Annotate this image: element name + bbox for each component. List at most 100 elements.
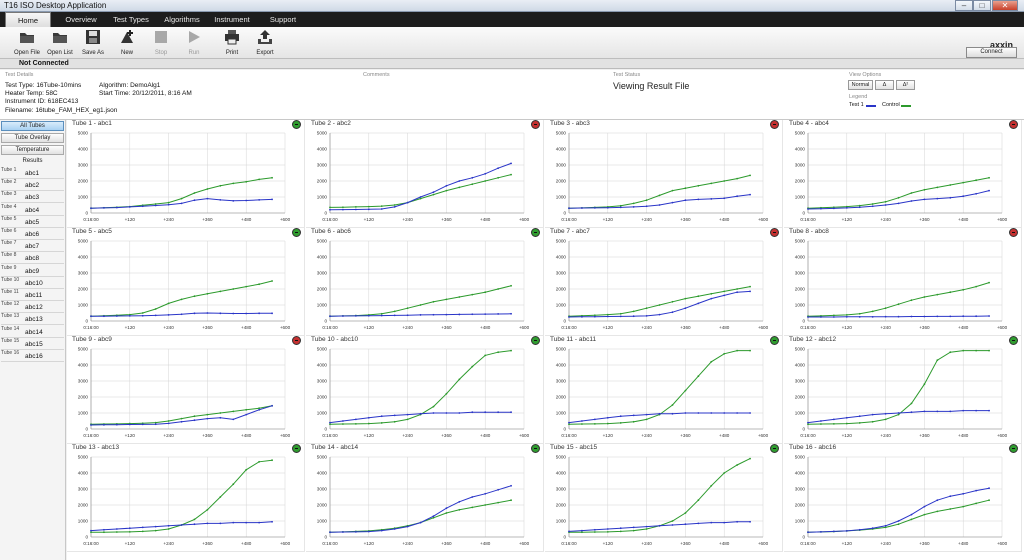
tube-chart-panel[interactable]: 0 1000 2000 3000 4000 5000 0:16:00 +120 +240 +360… (784, 228, 1022, 336)
tube-chart-panel[interactable]: 0 1000 2000 3000 4000 5000 0:16:00 +120 +240 +360… (306, 444, 544, 552)
sidebar-item-tube-5[interactable]: Tube 5 abc5 (1, 216, 64, 228)
sidebar-item-tube-10[interactable]: Tube 10 abc10 (1, 277, 64, 289)
stop-button[interactable]: Stop (147, 29, 175, 59)
sidebar-item-tube-7[interactable]: Tube 7 abc7 (1, 240, 64, 253)
test-data-point (471, 411, 474, 414)
sidebar-item-tube-13[interactable]: Tube 13 abc13 (1, 313, 64, 326)
sidebar-all-tubes[interactable]: All Tubes (1, 121, 64, 131)
window-title: T16 ISO Desktop Application (4, 1, 107, 10)
open-file-button[interactable]: Open File (13, 29, 41, 59)
test-data-point (697, 302, 700, 305)
tab-overview[interactable]: Overview (65, 15, 97, 24)
x-tick-label: +480 (241, 541, 252, 546)
sidebar-item-tube-6[interactable]: Tube 6 abc6 (1, 228, 64, 240)
tube-chart-panel[interactable]: 0 1000 2000 3000 4000 5000 0:16:00 +120 +240 +360… (784, 336, 1022, 444)
view-delta-button[interactable]: Δ (875, 80, 894, 90)
tab-support[interactable]: Support (269, 15, 297, 24)
maximize-button[interactable]: □ (973, 0, 991, 11)
control-data-point (593, 314, 596, 317)
minimize-button[interactable]: – (955, 0, 973, 11)
tube-chart-panel[interactable]: 0 1000 2000 3000 4000 5000 0:16:00 +120 +240 +360… (784, 120, 1022, 228)
test-data-point (710, 412, 713, 414)
sidebar-tube-overlay[interactable]: Tube Overlay (1, 133, 64, 143)
test-data-point (671, 412, 674, 415)
sidebar-item-tube-2[interactable]: Tube 2 abc2 (1, 179, 64, 192)
sidebar-temperature[interactable]: Temperature (1, 145, 64, 155)
sidebar-item-tube-9[interactable]: Tube 9 abc9 (1, 265, 64, 277)
y-tick-label: 1000 (556, 519, 567, 524)
sidebar-item-tube-16[interactable]: Tube 16 abc16 (1, 350, 64, 362)
connect-button[interactable]: Connect (966, 47, 1017, 58)
tube-chart-panel[interactable]: 0 1000 2000 3000 4000 5000 0:16:00 +120 +240 +360… (306, 228, 544, 336)
new-button[interactable]: New (113, 29, 141, 59)
tube-chart-panel[interactable]: 0 1000 2000 3000 4000 5000 0:16:00 +120 +240 +360… (67, 120, 305, 228)
export-button[interactable]: Export (251, 29, 279, 59)
test-data-point (497, 167, 500, 170)
sidebar-item-tube-12[interactable]: Tube 12 abc12 (1, 301, 64, 314)
view-delta2-button[interactable]: Δ² (896, 80, 915, 90)
test-data-point (115, 528, 118, 530)
tab-instrument[interactable]: Instrument (214, 15, 250, 24)
test-data-point (245, 521, 248, 524)
sidebar-tube-number: Tube 10 (1, 276, 20, 283)
control-data-point (393, 310, 396, 313)
test-data-point (910, 315, 913, 318)
tube-chart-panel[interactable]: 0 1000 2000 3000 4000 5000 0:16:00 +120 +240 +360… (67, 336, 305, 444)
control-data-point (432, 405, 435, 408)
tube-chart-panel[interactable]: 0 1000 2000 3000 4000 5000 0:16:00 +120 +240 +360… (545, 228, 783, 336)
open-list-button[interactable]: Open List (46, 29, 74, 59)
control-data-point (988, 499, 990, 502)
test-data-point (458, 412, 461, 414)
negative-result-icon (531, 120, 540, 129)
x-tick-label: +600 (997, 541, 1008, 546)
print-button[interactable]: Print (218, 29, 246, 59)
tube-chart-title: Tube 13 - abc13 (72, 444, 120, 451)
tube-chart-panel[interactable]: 0 1000 2000 3000 4000 5000 0:16:00 +120 +240 +360… (784, 444, 1022, 552)
sidebar-tube-name: abc4 (25, 206, 40, 214)
test-data-point (219, 522, 222, 525)
y-tick-label: 3000 (78, 487, 89, 492)
tube-chart-panel[interactable]: 0 1000 2000 3000 4000 5000 0:16:00 +120 +240 +360… (545, 444, 783, 552)
test-data-point (897, 520, 900, 522)
tab-test-types[interactable]: Test Types (113, 15, 149, 24)
tube-chart-panel[interactable]: 0 1000 2000 3000 4000 5000 0:16:00 +120 +240 +360… (67, 228, 305, 336)
save-as-button[interactable]: Save As (79, 29, 107, 59)
tube-chart-panel[interactable]: 0 1000 2000 3000 4000 5000 0:16:00 +120 +240 +360… (545, 336, 783, 444)
test-data-point (497, 488, 500, 491)
x-tick-label: +240 (402, 433, 413, 438)
sidebar-tube-name: abc10 (25, 279, 43, 287)
sidebar-item-tube-1[interactable]: Tube 1 abc1 (1, 167, 64, 179)
x-tick-label: +360 (202, 541, 213, 546)
sidebar-item-tube-11[interactable]: Tube 11 abc11 (1, 289, 64, 301)
test-data-point (736, 412, 739, 414)
view-normal-button[interactable]: Normal (848, 80, 873, 90)
control-data-point (258, 407, 261, 410)
comments-header: Comments (363, 72, 390, 78)
tube-chart-panel[interactable]: 0 1000 2000 3000 4000 5000 0:16:00 +120 +240 +360… (545, 120, 783, 228)
test-data-point (697, 198, 700, 201)
y-tick-label: 3000 (556, 271, 567, 276)
x-tick-label: +360 (680, 433, 691, 438)
x-tick-label: 0:16:00 (800, 541, 816, 546)
test-data-point (128, 423, 131, 426)
tube-chart-panel[interactable]: 0 1000 2000 3000 4000 5000 0:16:00 +120 +240 +360… (306, 120, 544, 228)
sidebar-item-tube-3[interactable]: Tube 3 abc3 (1, 191, 64, 204)
tube-chart-panel[interactable]: 0 1000 2000 3000 4000 5000 0:16:00 +120 +240 +360… (306, 336, 544, 444)
test-data-point (845, 315, 848, 318)
close-button[interactable]: ✕ (992, 0, 1018, 11)
control-data-point (432, 516, 435, 519)
tab-home[interactable]: Home (5, 12, 51, 27)
tab-algorithms[interactable]: Algorithms (164, 15, 200, 24)
sidebar-item-tube-14[interactable]: Tube 14 abc14 (1, 326, 64, 338)
x-tick-label: +240 (402, 541, 413, 546)
sidebar-item-tube-8[interactable]: Tube 8 abc8 (1, 252, 64, 265)
test-data-point (258, 521, 261, 524)
test-data-point (232, 199, 235, 202)
sidebar-item-tube-4[interactable]: Tube 4 abc4 (1, 204, 64, 216)
sidebar-tube-name: abc5 (25, 218, 40, 226)
control-data-point (167, 201, 170, 204)
tube-chart-panel[interactable]: 0 1000 2000 3000 4000 5000 0:16:00 +120 +240 +360… (67, 444, 305, 552)
run-button[interactable]: Run (180, 29, 208, 59)
test-data-point (988, 315, 990, 317)
sidebar-item-tube-15[interactable]: Tube 15 abc15 (1, 338, 64, 350)
